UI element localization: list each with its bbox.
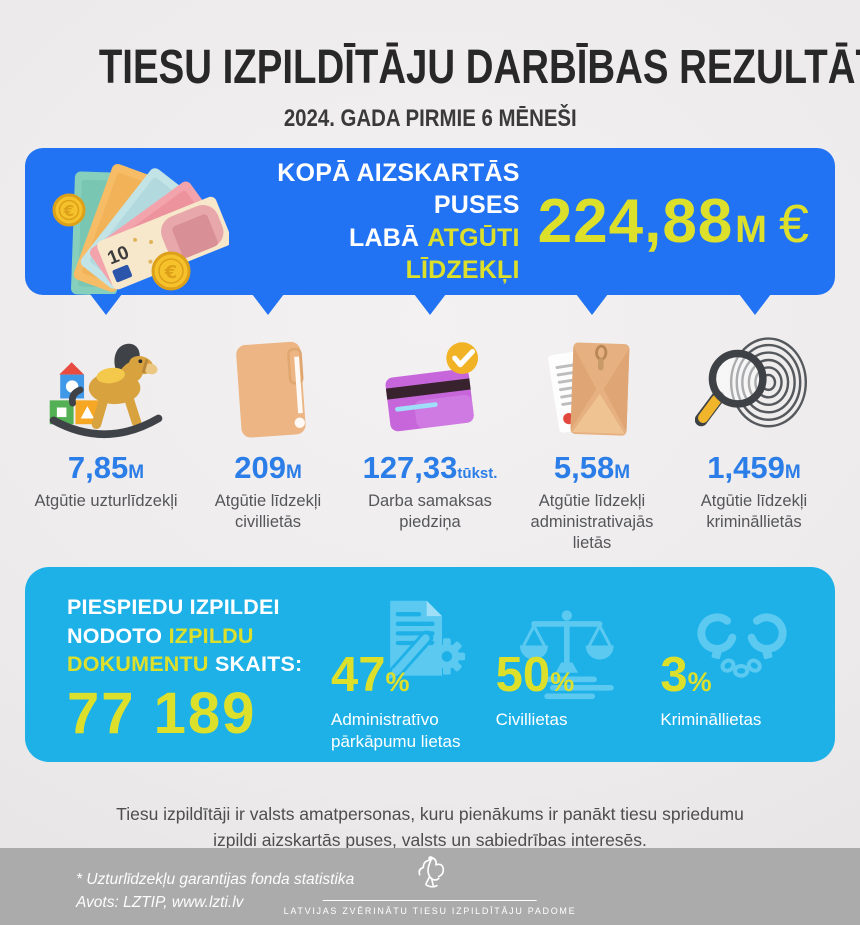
recovered-amount: 224,88 M € [520,186,835,257]
svg-text:€: € [63,202,74,220]
document-pencil-gear-icon [388,600,466,680]
percent-value: 3% [660,648,712,702]
percent-label: Krimināllietas [660,710,762,729]
stat-wage-recovery: 127,33tūkst. Darba samaksas piedziņa [349,320,511,554]
banner-caption: KOPĀ AIZSKARTĀS PUSES LABĀ ATGŪTI LĪDZEKĻ… [235,157,520,287]
documents-total-block: PIESPIEDU IZPILDEI NODOTO IZPILDU DOKUMEN… [67,593,319,762]
percent-value: 47% [331,648,410,702]
logo-divider [322,900,537,901]
footer-notes: * Uzturlīdzekļu garantijas fonda statist… [76,868,354,915]
page-subtitle: 2024. GADA PIRMIE 6 MĒNEŠI [0,105,860,133]
breakdown-criminal: 3% Krimināllietas [648,593,813,761]
banner-caption-line2-white: LABĀ [349,223,420,252]
stat-value: 5,58M [553,450,631,485]
banner-pointer [90,294,122,315]
rocking-horse-toys-icon [25,320,187,444]
stat-administrative-cases-funds: 5,58M Atgūtie līdzekļi administrativajās… [511,320,673,554]
enforcement-documents-box: PIESPIEDU IZPILDEI NODOTO IZPILDU DOKUMEN… [25,567,835,762]
percent-label: Civillietas [495,710,568,729]
envelope-document-icon [511,320,673,444]
percent-label: Administratīvo pārkāpumu lietas [331,710,461,752]
stat-civil-cases-funds: 209M Atgūtie līdzekļi civillietās [187,320,349,554]
banner-pointer [739,294,771,315]
recovered-amount-value: 224,88 [537,187,734,256]
banner-caption-line2-yellow: ATGŪTI LĪDZEKĻI [405,223,520,285]
credit-card-check-icon [349,320,511,444]
breakdown-administrative: 47% Administratīvo pārkāpumu lietas [319,593,484,761]
mission-statement: Tiesu izpildītāji ir valsts amatpersonas… [116,803,744,850]
documents-heading-line1: PIESPIEDU IZPILDEI [67,595,280,619]
percent-value: 50% [495,648,575,702]
footer-note-source: Avots: LZTIP, www.lzti.lv [76,894,244,912]
banner-pointer [414,294,446,315]
documents-heading-line3: DOKUMENTU SKAITS: [67,652,303,677]
council-logo: LATVIJAS ZVĒRINĀTU TIESU IZPILDĪTĀJU PAD… [284,852,577,916]
stat-value: 7,85M [67,450,145,485]
euro-money-illustration: 10 € € [52,163,229,296]
euro-coin-icon: € [52,193,86,227]
banner-pointer [252,294,284,315]
stats-row: 7,85M Atgūtie uzturlīdzekļi 209M Atgūtie… [25,320,835,554]
page-title: TIESU IZPILDĪTĀJU DARBĪBAS REZULTĀTI [98,41,860,94]
folder-icon [187,320,349,444]
euro-coin-icon: € [151,251,191,291]
page-subtitle-text: 2024. GADA PIRMIE 6 MĒNEŠI [283,105,577,132]
stat-value: 1,459M [707,450,801,485]
stat-label: Darba samaksas piedziņa [368,492,492,532]
recovered-amount-unit: M [735,209,767,251]
euro-sign: € [778,194,809,254]
recovered-funds-banner: 10 € € KOPĀ AIZSKARTĀS PUSES LABĀ ATGŪTI … [25,148,835,315]
footer-note-statistics: * Uzturlīdzekļu garantijas fonda statist… [76,871,355,888]
banner-pointer [576,294,608,315]
stat-value: 127,33tūkst. [362,450,498,485]
stat-label: Atgūtie līdzekļi administrativajās lietā… [530,492,654,553]
footer-bar: * Uzturlīdzekļu garantijas fonda statist… [0,848,860,925]
documents-total-value: 77 189 [67,680,257,746]
scales-of-justice-icon [519,610,614,700]
stat-criminal-cases-funds: 1,459M Atgūtie līdzekļi krimināllietās [673,320,835,554]
stat-value: 209M [234,450,302,485]
breakdown-civil: 50% Civillietas [484,593,649,761]
banner-caption-line2: LABĀ ATGŪTI LĪDZEKĻI [235,222,520,287]
organization-name: LATVIJAS ZVĒRINĀTU TIESU IZPILDĪTĀJU PAD… [283,906,577,916]
documents-breakdown: 47% Administratīvo pārkāpumu lietas [319,593,813,762]
stat-maintenance-funds: 7,85M Atgūtie uzturlīdzekļi [25,320,187,554]
magnifier-fingerprint-icon [673,320,835,444]
stat-label: Atgūtie uzturlīdzekļi [34,492,178,510]
stat-label: Atgūtie līdzekļi civillietās [214,492,322,532]
handcuffs-icon [697,613,787,678]
stat-label: Atgūtie līdzekļi krimināllietās [700,492,808,532]
griffin-emblem-icon [418,856,445,888]
documents-heading-line2: NODOTO IZPILDU [67,623,254,648]
header: TIESU IZPILDĪTĀJU DARBĪBAS REZULTĀTI 202… [0,40,860,133]
svg-text:€: € [164,262,178,283]
banner-caption-line1: KOPĀ AIZSKARTĀS PUSES [277,158,520,220]
